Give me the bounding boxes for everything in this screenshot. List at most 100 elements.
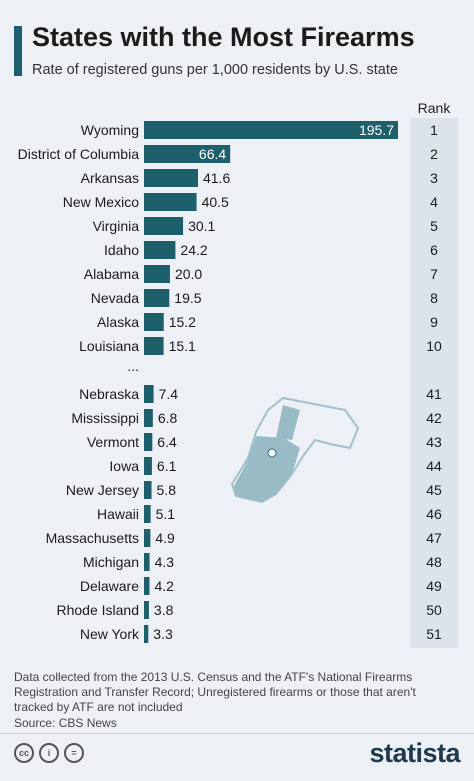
rank-label: 44	[426, 458, 442, 474]
category-label: New Mexico	[63, 194, 139, 210]
category-label: Nebraska	[79, 386, 139, 402]
value-label: 3.3	[153, 626, 173, 642]
bar	[144, 193, 197, 211]
rank-label: 3	[430, 170, 438, 186]
bar	[144, 385, 154, 403]
category-label: New York	[80, 626, 140, 642]
rank-header: Rank	[417, 100, 451, 116]
bar	[144, 169, 198, 187]
category-label: Wyoming	[81, 122, 139, 138]
category-label: Arkansas	[81, 170, 139, 186]
title-accent-bar	[14, 26, 22, 76]
category-label: Alabama	[84, 266, 139, 282]
ellipsis-label: ...	[127, 358, 139, 374]
value-label: 7.4	[159, 386, 179, 402]
value-label: 24.2	[180, 242, 207, 258]
category-label: Rhode Island	[56, 602, 139, 618]
value-label: 4.9	[155, 530, 175, 546]
bar	[144, 553, 150, 571]
value-label: 195.7	[359, 122, 394, 138]
license-icons: cc i =	[14, 743, 84, 763]
bar	[144, 121, 398, 139]
attribution-icon[interactable]: i	[39, 743, 59, 763]
statista-logo[interactable]: statista	[369, 738, 460, 768]
category-label: Louisiana	[79, 338, 139, 354]
value-label: 6.4	[157, 434, 177, 450]
bar	[144, 313, 164, 331]
rank-label: 1	[430, 122, 438, 138]
category-label: Delaware	[80, 578, 139, 594]
chart-subtitle: Rate of registered guns per 1,000 reside…	[32, 62, 398, 78]
bar	[144, 601, 149, 619]
bar	[144, 145, 231, 163]
value-label: 3.8	[154, 602, 174, 618]
value-label: 15.2	[169, 314, 196, 330]
bar	[144, 241, 176, 259]
value-label: 6.8	[158, 410, 178, 426]
rank-label: 50	[426, 602, 442, 618]
rank-label: 7	[430, 266, 438, 282]
value-label: 66.4	[199, 146, 226, 162]
rank-label: 2	[430, 146, 438, 162]
value-label: 41.6	[203, 170, 230, 186]
bar	[144, 265, 170, 283]
category-label: Mississippi	[71, 410, 139, 426]
category-label: Massachusetts	[46, 530, 139, 546]
bar	[144, 289, 170, 307]
source: Source: CBS News	[14, 716, 117, 730]
rank-label: 42	[426, 410, 442, 426]
rank-label: 46	[426, 506, 442, 522]
rank-label: 45	[426, 482, 442, 498]
value-label: 4.3	[155, 554, 175, 570]
rank-label: 4	[430, 194, 438, 210]
value-label: 20.0	[175, 266, 202, 282]
category-label: District of Columbia	[18, 146, 140, 162]
rank-label: 5	[430, 218, 438, 234]
rank-label: 6	[430, 242, 438, 258]
category-label: Virginia	[93, 218, 140, 234]
no-derivatives-icon[interactable]: =	[64, 743, 84, 763]
rank-label: 10	[426, 338, 442, 354]
category-label: New Jersey	[66, 482, 139, 498]
footnote: Data collected from the 2013 U.S. Census…	[14, 670, 416, 714]
rank-label: 49	[426, 578, 442, 594]
category-label: Vermont	[87, 434, 139, 450]
bar	[144, 433, 153, 451]
value-label: 19.5	[174, 290, 201, 306]
rank-label: 41	[426, 386, 442, 402]
value-label: 5.8	[157, 482, 177, 498]
gun-illustration	[230, 396, 360, 504]
value-label: 6.1	[157, 458, 177, 474]
rank-label: 48	[426, 554, 442, 570]
gun-illustration-frame	[230, 396, 360, 504]
category-label: Hawaii	[97, 506, 139, 522]
rank-label: 43	[426, 434, 442, 450]
category-label: Nevada	[91, 290, 139, 306]
category-label: Michigan	[83, 554, 139, 570]
rank-label: 9	[430, 314, 438, 330]
rank-label: 8	[430, 290, 438, 306]
rank-column-background	[410, 118, 458, 648]
value-label: 4.2	[154, 578, 174, 594]
value-label: 40.5	[202, 194, 229, 210]
gun-illustration-body	[234, 436, 300, 502]
category-label: Iowa	[109, 458, 139, 474]
value-label: 15.1	[169, 338, 196, 354]
value-label: 5.1	[156, 506, 176, 522]
category-label: Alaska	[97, 314, 139, 330]
bar	[144, 481, 152, 499]
value-label: 30.1	[188, 218, 215, 234]
rank-label: 47	[426, 530, 442, 546]
bar	[144, 577, 150, 595]
rank-label: 51	[426, 626, 442, 642]
bar	[144, 337, 164, 355]
bar	[144, 217, 184, 235]
bar	[144, 625, 149, 643]
gun-illustration-trigger	[267, 448, 277, 458]
gun-illustration-barrel	[276, 405, 300, 440]
bar	[144, 529, 151, 547]
chart-title: States with the Most Firearms	[32, 22, 415, 52]
bar	[144, 505, 151, 523]
creative-commons-icon[interactable]: cc	[14, 743, 34, 763]
